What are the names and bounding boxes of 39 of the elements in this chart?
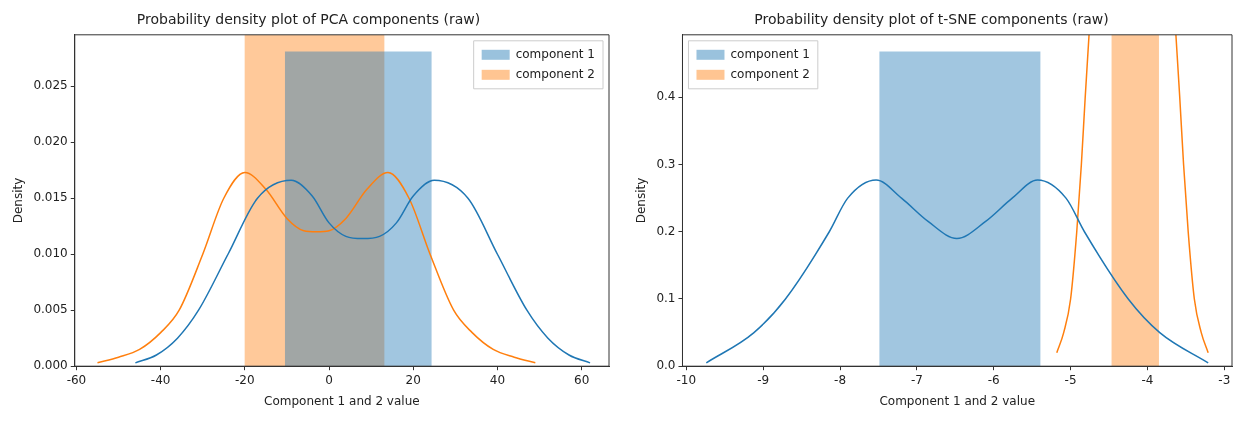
x-tick-label: -5 bbox=[1064, 372, 1077, 387]
y-tick-label: 0.2 bbox=[656, 223, 676, 238]
x-tick-label: -40 bbox=[150, 372, 171, 387]
x-tick-label: -10 bbox=[676, 372, 697, 387]
line-series bbox=[134, 179, 591, 364]
chart-title: Probability density plot of t-SNE components (raw) bbox=[754, 11, 1109, 28]
x-tick-label: -6 bbox=[987, 372, 1000, 387]
legend-label: component 1 bbox=[730, 46, 810, 61]
x-tick-label: -3 bbox=[1218, 372, 1231, 387]
x-tick-label: -4 bbox=[1141, 372, 1154, 387]
y-tick-label: 0.1 bbox=[656, 291, 676, 306]
y-axis-title: Density bbox=[634, 177, 649, 224]
y-tick-label: 0.4 bbox=[656, 89, 676, 104]
y-tick-label: 0.000 bbox=[33, 358, 68, 373]
x-tick-label: 60 bbox=[573, 372, 590, 387]
y-tick-label: 0.025 bbox=[33, 78, 68, 93]
y-tick-label: 0.3 bbox=[656, 156, 676, 171]
y-axis-title: Density bbox=[11, 177, 26, 224]
y-tick-label: 0.005 bbox=[33, 302, 68, 317]
x-tick-label: -20 bbox=[235, 372, 255, 387]
chart-title: Probability density plot of PCA components (raw) bbox=[136, 11, 481, 28]
x-tick-label: -60 bbox=[66, 372, 87, 387]
x-tick-label: 40 bbox=[489, 372, 506, 387]
line-series bbox=[96, 171, 537, 364]
x-tick-label: -9 bbox=[757, 372, 770, 387]
y-tick-label: 0.0 bbox=[656, 358, 676, 373]
legend-label: component 2 bbox=[730, 66, 810, 81]
x-axis-title: Component 1 and 2 value bbox=[879, 393, 1036, 408]
x-tick-label: 0 bbox=[325, 372, 333, 387]
legend-label: component 2 bbox=[515, 66, 596, 81]
y-tick-label: 0.020 bbox=[33, 134, 68, 149]
y-tick-label: 0.015 bbox=[33, 190, 68, 205]
x-tick-label: -8 bbox=[834, 372, 847, 387]
x-axis-title: Component 1 and 2 value bbox=[264, 393, 420, 408]
x-tick-label: -7 bbox=[910, 372, 923, 387]
y-tick-label: 0.010 bbox=[33, 246, 68, 261]
legend-label: component 1 bbox=[515, 46, 596, 61]
x-tick-label: 20 bbox=[405, 372, 421, 387]
line-series bbox=[705, 179, 1209, 364]
